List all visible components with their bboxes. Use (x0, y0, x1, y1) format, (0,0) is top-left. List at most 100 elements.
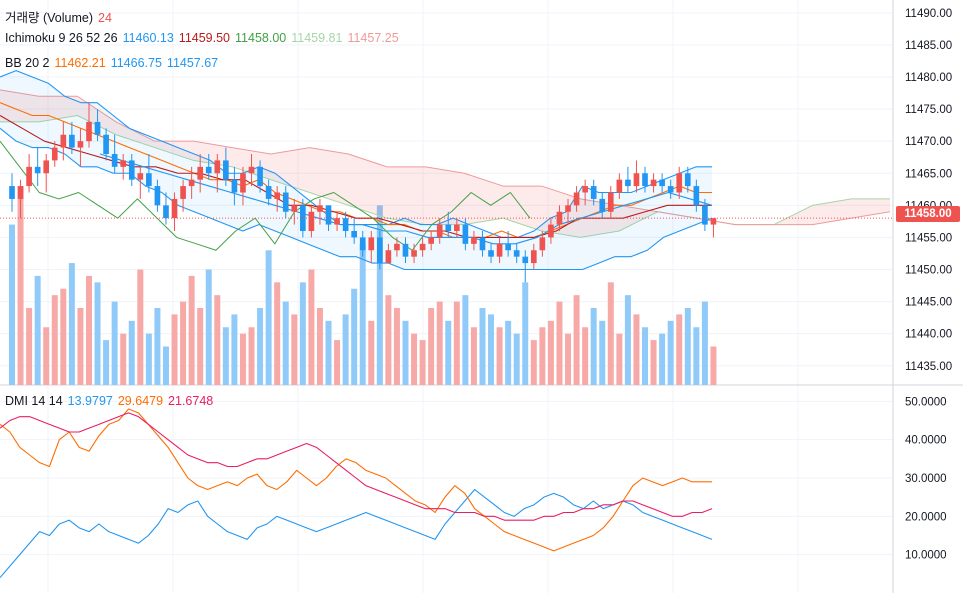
ichimoku-base-line (0, 115, 712, 238)
candle-body (676, 173, 683, 193)
volume-bar (624, 295, 631, 385)
price-axis-label: 11480.00 (905, 72, 952, 84)
price-axis-label: 11490.00 (905, 8, 952, 20)
candle-body (111, 154, 118, 167)
volume-bar (154, 308, 161, 385)
candle-body (77, 141, 84, 148)
volume-bar (522, 282, 529, 385)
candle-body (445, 224, 452, 231)
volume-bar (248, 327, 255, 385)
candle-body (223, 160, 229, 180)
legend-ichimoku: Ichimoku 9 26 52 26 11460.13 11459.50 11458… (5, 31, 404, 45)
candle-body (128, 160, 135, 180)
candle-body (171, 198, 178, 219)
volume-bar (684, 308, 691, 385)
candle-body (419, 243, 426, 251)
volume-bar (376, 205, 383, 385)
volume-bar (316, 308, 323, 385)
volume-bar (470, 327, 477, 385)
candle-body (120, 160, 127, 167)
price-axis-label: 11485.00 (905, 40, 952, 52)
candle-body (9, 186, 15, 199)
volume-bar (43, 327, 50, 385)
candle-body (702, 205, 708, 225)
volume-bar (103, 340, 110, 385)
legend-dmi-name: DMI 14 14 (5, 394, 63, 408)
volume-bar (659, 333, 666, 385)
volume-bar (231, 314, 238, 385)
volume-bar (34, 275, 41, 385)
volume-bar (282, 301, 289, 385)
volume-bar (205, 269, 212, 385)
candle-body (334, 218, 340, 225)
volume-bar (676, 314, 683, 385)
legend-ichimoku-lead1: 11459.81 (291, 31, 343, 45)
price-axis-label: 11435.00 (905, 361, 952, 373)
legend-bb: BB 20 2 11462.21 11466.75 11457.67 (5, 56, 223, 70)
volume-bar (488, 314, 495, 385)
candle-body (471, 237, 477, 244)
last-price-tag: 11458.00 (896, 206, 960, 222)
volume-bar (351, 288, 358, 385)
candle-body (300, 205, 306, 231)
price-axis-label: 11465.00 (905, 168, 952, 180)
volume-bar (17, 186, 24, 385)
candle-body (231, 179, 238, 193)
legend-dmi-plus: 13.9797 (67, 394, 113, 408)
legend-ichimoku-lead2: 11457.25 (347, 31, 399, 45)
candle-body (582, 186, 588, 193)
candle-body (599, 198, 606, 212)
volume-bar (68, 263, 75, 385)
candle-body (86, 121, 92, 142)
legend-bb-lower: 11457.67 (166, 56, 219, 70)
candle-body (103, 134, 109, 154)
candle-body (351, 231, 357, 238)
candle-body (94, 121, 101, 135)
candle-body (385, 250, 392, 264)
price-axis-label: 11450.00 (905, 265, 952, 277)
volume-bar (419, 340, 426, 385)
volume-bar (479, 308, 486, 385)
volume-bar (599, 320, 606, 385)
volume-bar (582, 327, 589, 385)
candle-body (394, 243, 400, 251)
candle-body (625, 179, 631, 187)
volume-bar (162, 346, 169, 385)
legend-ichimoku-name: Ichimoku 9 26 52 26 (5, 31, 118, 45)
candle-body (359, 237, 366, 251)
candle-body (205, 166, 212, 174)
candle-body (274, 192, 281, 199)
dmi-plus-line (0, 488, 713, 579)
volume-bar (334, 340, 341, 385)
volume-bar (411, 333, 418, 385)
volume-bar (299, 282, 306, 385)
candle-body (342, 218, 349, 231)
volume-bar (291, 314, 298, 385)
candle-body (505, 243, 511, 251)
candle-body (308, 211, 315, 231)
candle-body (479, 237, 486, 251)
candle-body (69, 134, 75, 148)
volume-bar (693, 327, 700, 385)
price-axis-label: 11445.00 (905, 297, 952, 309)
volume-bar (137, 269, 144, 385)
volume-bar (257, 308, 264, 385)
candle-body (642, 173, 648, 187)
volume-bar (128, 320, 135, 385)
candle-body (17, 186, 24, 199)
legend-volume-name: 거래량 (Volume) (5, 11, 93, 25)
candle-body (607, 192, 614, 212)
volume-bar (214, 295, 221, 385)
volume-bar (308, 269, 315, 385)
volume-bar (573, 295, 580, 385)
candle-body (248, 166, 255, 174)
candle-body (710, 218, 717, 225)
volume-bar (26, 308, 33, 385)
candle-body (659, 179, 665, 187)
dmi-adx-line (0, 412, 713, 521)
candle-body (565, 205, 571, 212)
volume-bar (616, 333, 623, 385)
legend-dmi-adx: 21.6748 (168, 394, 214, 408)
volume-bar (222, 327, 229, 385)
